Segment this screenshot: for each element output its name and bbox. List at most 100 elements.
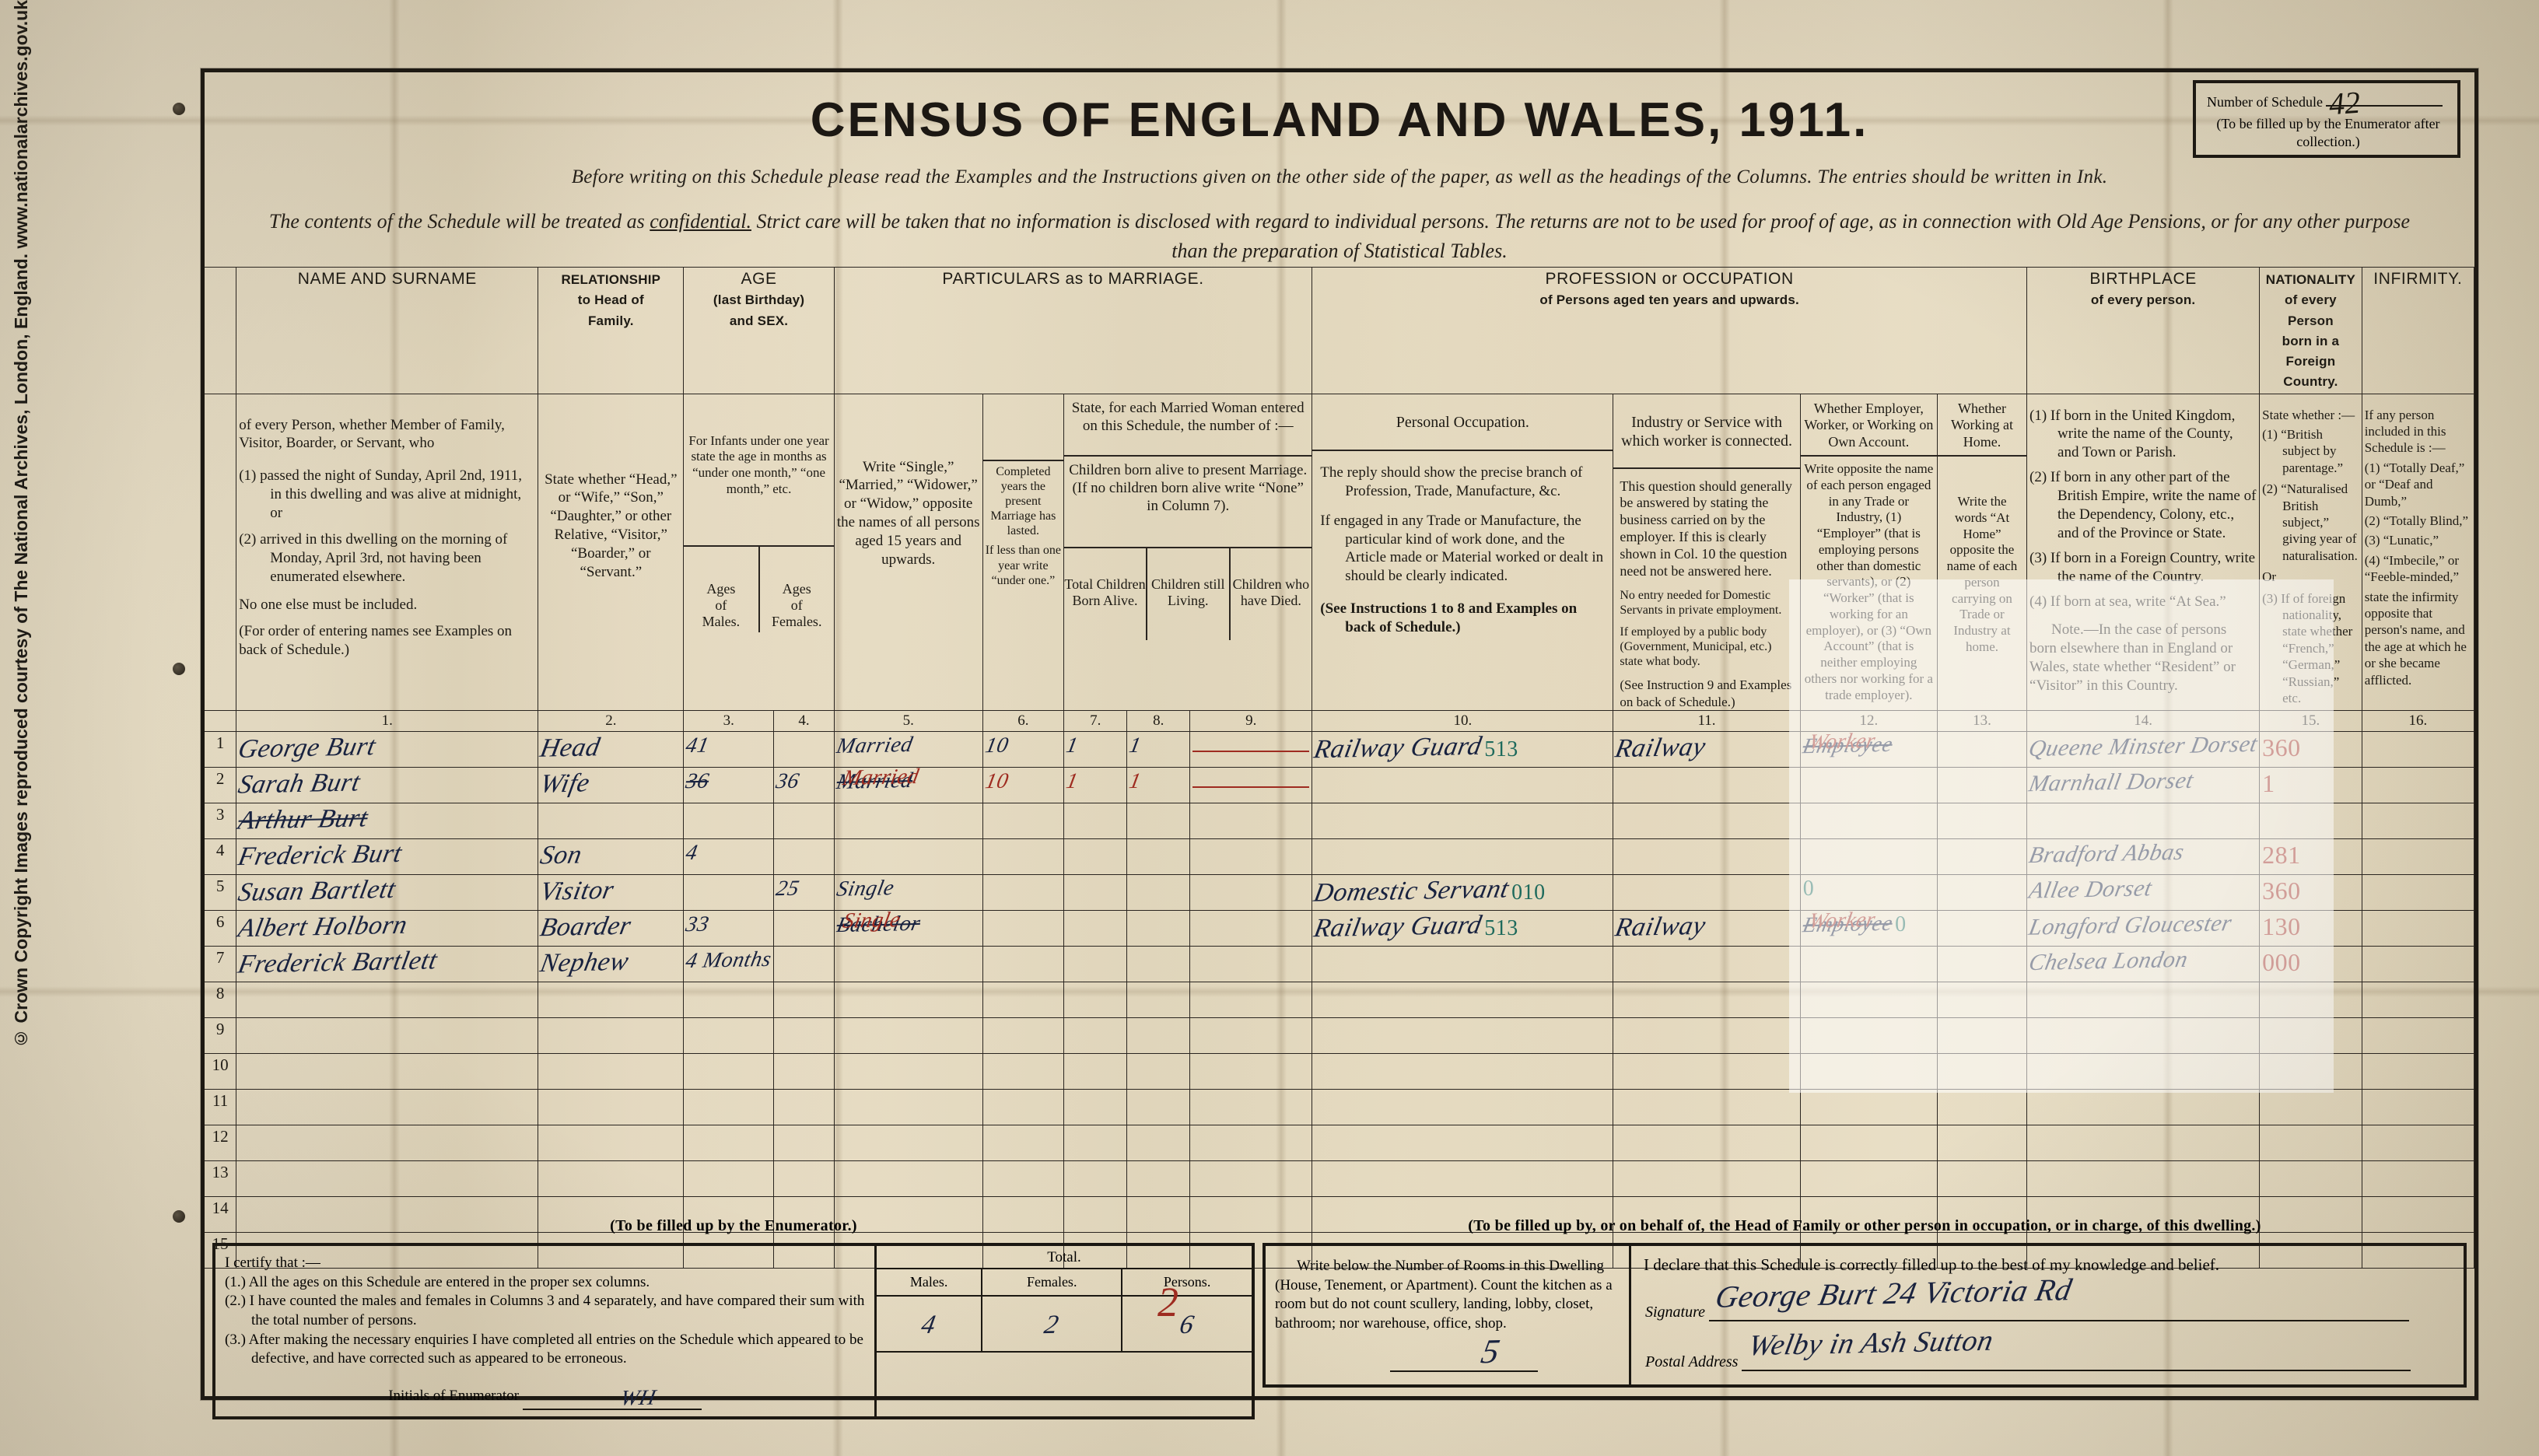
colnum-11: 11. xyxy=(1613,709,1801,732)
instruction-marriage-group: Completed years the present Marriage has… xyxy=(982,393,1065,711)
cell-relationship xyxy=(538,1052,685,1090)
rooms-value-field[interactable]: 5 xyxy=(1390,1326,1538,1372)
cell-relationship[interactable]: Head xyxy=(538,730,685,768)
cell-relationship xyxy=(538,802,685,839)
cell-children-born xyxy=(1063,838,1128,875)
cell-occupation xyxy=(1312,945,1614,982)
cell-name[interactable]: George Burt xyxy=(236,730,539,768)
cell-name[interactable]: Sarah Burt xyxy=(236,766,539,803)
cell-birthplace xyxy=(2026,1160,2261,1197)
cell-infirmity xyxy=(2361,1231,2475,1269)
total-females-value[interactable]: 2 xyxy=(981,1296,1123,1353)
cell-children-born xyxy=(1063,1088,1128,1125)
cell-condition[interactable]: Single xyxy=(833,873,983,911)
cell-children-died xyxy=(1189,1124,1313,1161)
row-number: 5 xyxy=(205,873,237,911)
cell-infirmity xyxy=(2361,909,2475,947)
cell-infirmity xyxy=(2361,766,2475,803)
schedule-number-field[interactable]: 42 xyxy=(2326,85,2443,121)
cell-occupation[interactable]: Railway Guard 513 xyxy=(1312,730,1614,768)
total-persons-value[interactable]: 6 xyxy=(1121,1296,1252,1353)
total-females-label: Females. xyxy=(981,1269,1123,1297)
cell-children-died xyxy=(1189,1017,1313,1054)
sub-header-ages-females: Ages of Females. xyxy=(771,581,822,629)
initials-field[interactable]: WH xyxy=(522,1380,702,1411)
cell-marriage-years xyxy=(982,1052,1065,1090)
cell-name xyxy=(236,1124,539,1161)
cell-occupation[interactable]: Domestic Servant 010 xyxy=(1312,873,1614,911)
cell-condition[interactable]: Married xyxy=(833,730,983,768)
cell-name[interactable]: Arthur Burt xyxy=(236,802,539,839)
cell-condition xyxy=(833,1088,983,1125)
cell-relationship[interactable]: Visitor xyxy=(538,873,685,911)
cell-children-born xyxy=(1063,1195,1128,1233)
cell-age-males[interactable]: 41 xyxy=(683,730,775,768)
cell-children-born[interactable]: 1 xyxy=(1063,730,1128,768)
colnum-1: 1. xyxy=(236,709,539,732)
cell-name[interactable]: Susan Bartlett xyxy=(236,873,539,911)
cell-relationship[interactable]: Boarder xyxy=(538,909,685,947)
colnum-9: 9. xyxy=(1189,709,1313,732)
cell-children-died xyxy=(1189,945,1313,982)
cell-children-living xyxy=(1126,1160,1191,1197)
cell-age-males[interactable]: 36 xyxy=(683,766,775,803)
cell-occupation xyxy=(1312,1160,1614,1197)
cell-relationship[interactable]: Nephew xyxy=(538,945,685,982)
signature-value: George Burt 24 Victoria Rd xyxy=(1712,1272,2075,1314)
cell-relationship xyxy=(538,1017,685,1054)
cell-children-born xyxy=(1063,1124,1128,1161)
cell-children-living[interactable]: 1 xyxy=(1126,730,1191,768)
signature-field[interactable]: George Burt 24 Victoria Rd xyxy=(1709,1272,2410,1321)
cell-working-at-home xyxy=(1936,1124,2028,1161)
colnum-7: 7. xyxy=(1063,709,1128,732)
cell-age-females xyxy=(773,1124,835,1161)
cell-marriage-years[interactable]: 10 xyxy=(982,766,1065,803)
cell-birthplace xyxy=(2026,1231,2261,1269)
cell-industry[interactable]: Railway xyxy=(1613,909,1801,947)
cell-children-died[interactable] xyxy=(1189,766,1313,803)
cell-birthplace xyxy=(2026,1124,2261,1161)
colnum-2: 2. xyxy=(538,709,685,732)
colnum-5: 5. xyxy=(833,709,983,732)
cell-age-males[interactable]: 33 xyxy=(683,909,775,947)
cell-nationality xyxy=(2259,1124,2362,1161)
cell-relationship xyxy=(538,1088,685,1125)
cell-children-born[interactable]: 1 xyxy=(1063,766,1128,803)
cell-age-males[interactable]: 4 Months xyxy=(683,945,775,982)
cell-infirmity xyxy=(2361,1160,2475,1197)
cell-relationship[interactable]: Son xyxy=(538,838,685,875)
sub-header-ages-males: Ages of Males. xyxy=(684,547,760,633)
cell-condition[interactable]: Married Married xyxy=(833,765,983,803)
cell-industry xyxy=(1613,1124,1801,1161)
cell-children-died xyxy=(1189,873,1313,911)
rooms-value: 5 xyxy=(1478,1332,1504,1371)
table-instruction-row: of every Person, whether Member of Famil… xyxy=(205,393,2475,711)
cell-children-living[interactable]: 1 xyxy=(1126,766,1191,803)
copyright-watermark: © Crown Copyright Images reproduced cour… xyxy=(0,0,44,1456)
cell-age-females xyxy=(773,1017,835,1054)
cell-relationship[interactable]: Wife xyxy=(538,766,685,803)
enumerator-caption: (To be filled up by the Enumerator.) xyxy=(610,1217,857,1234)
cell-age-females xyxy=(773,730,835,768)
cell-children-died xyxy=(1189,838,1313,875)
cell-age-males[interactable]: 4 xyxy=(683,838,775,875)
cell-marriage-years xyxy=(982,981,1065,1018)
cell-children-died xyxy=(1189,1195,1313,1233)
cell-name xyxy=(236,1052,539,1090)
cell-condition xyxy=(833,838,983,875)
cell-children-died[interactable] xyxy=(1189,730,1313,768)
cell-name xyxy=(236,1195,539,1233)
cell-condition[interactable]: Bachelor Single xyxy=(833,908,983,947)
cell-marriage-years[interactable]: 10 xyxy=(982,730,1065,768)
cell-age-females[interactable]: 25 xyxy=(773,873,835,911)
cell-occupation[interactable]: Railway Guard 513 xyxy=(1312,909,1614,947)
cell-age-females[interactable]: 36 xyxy=(773,766,835,803)
cell-name[interactable]: Frederick Burt xyxy=(236,838,539,875)
cell-children-born xyxy=(1063,1052,1128,1090)
cell-name[interactable]: Frederick Bartlett xyxy=(236,945,539,982)
cell-name[interactable]: Albert Holborn xyxy=(236,909,539,947)
cell-industry[interactable]: Railway xyxy=(1613,730,1801,768)
postal-field[interactable]: Welby in Ash Sutton xyxy=(1742,1325,2411,1371)
total-males-value[interactable]: 4 xyxy=(877,1296,983,1353)
cell-age-males xyxy=(683,1231,775,1269)
